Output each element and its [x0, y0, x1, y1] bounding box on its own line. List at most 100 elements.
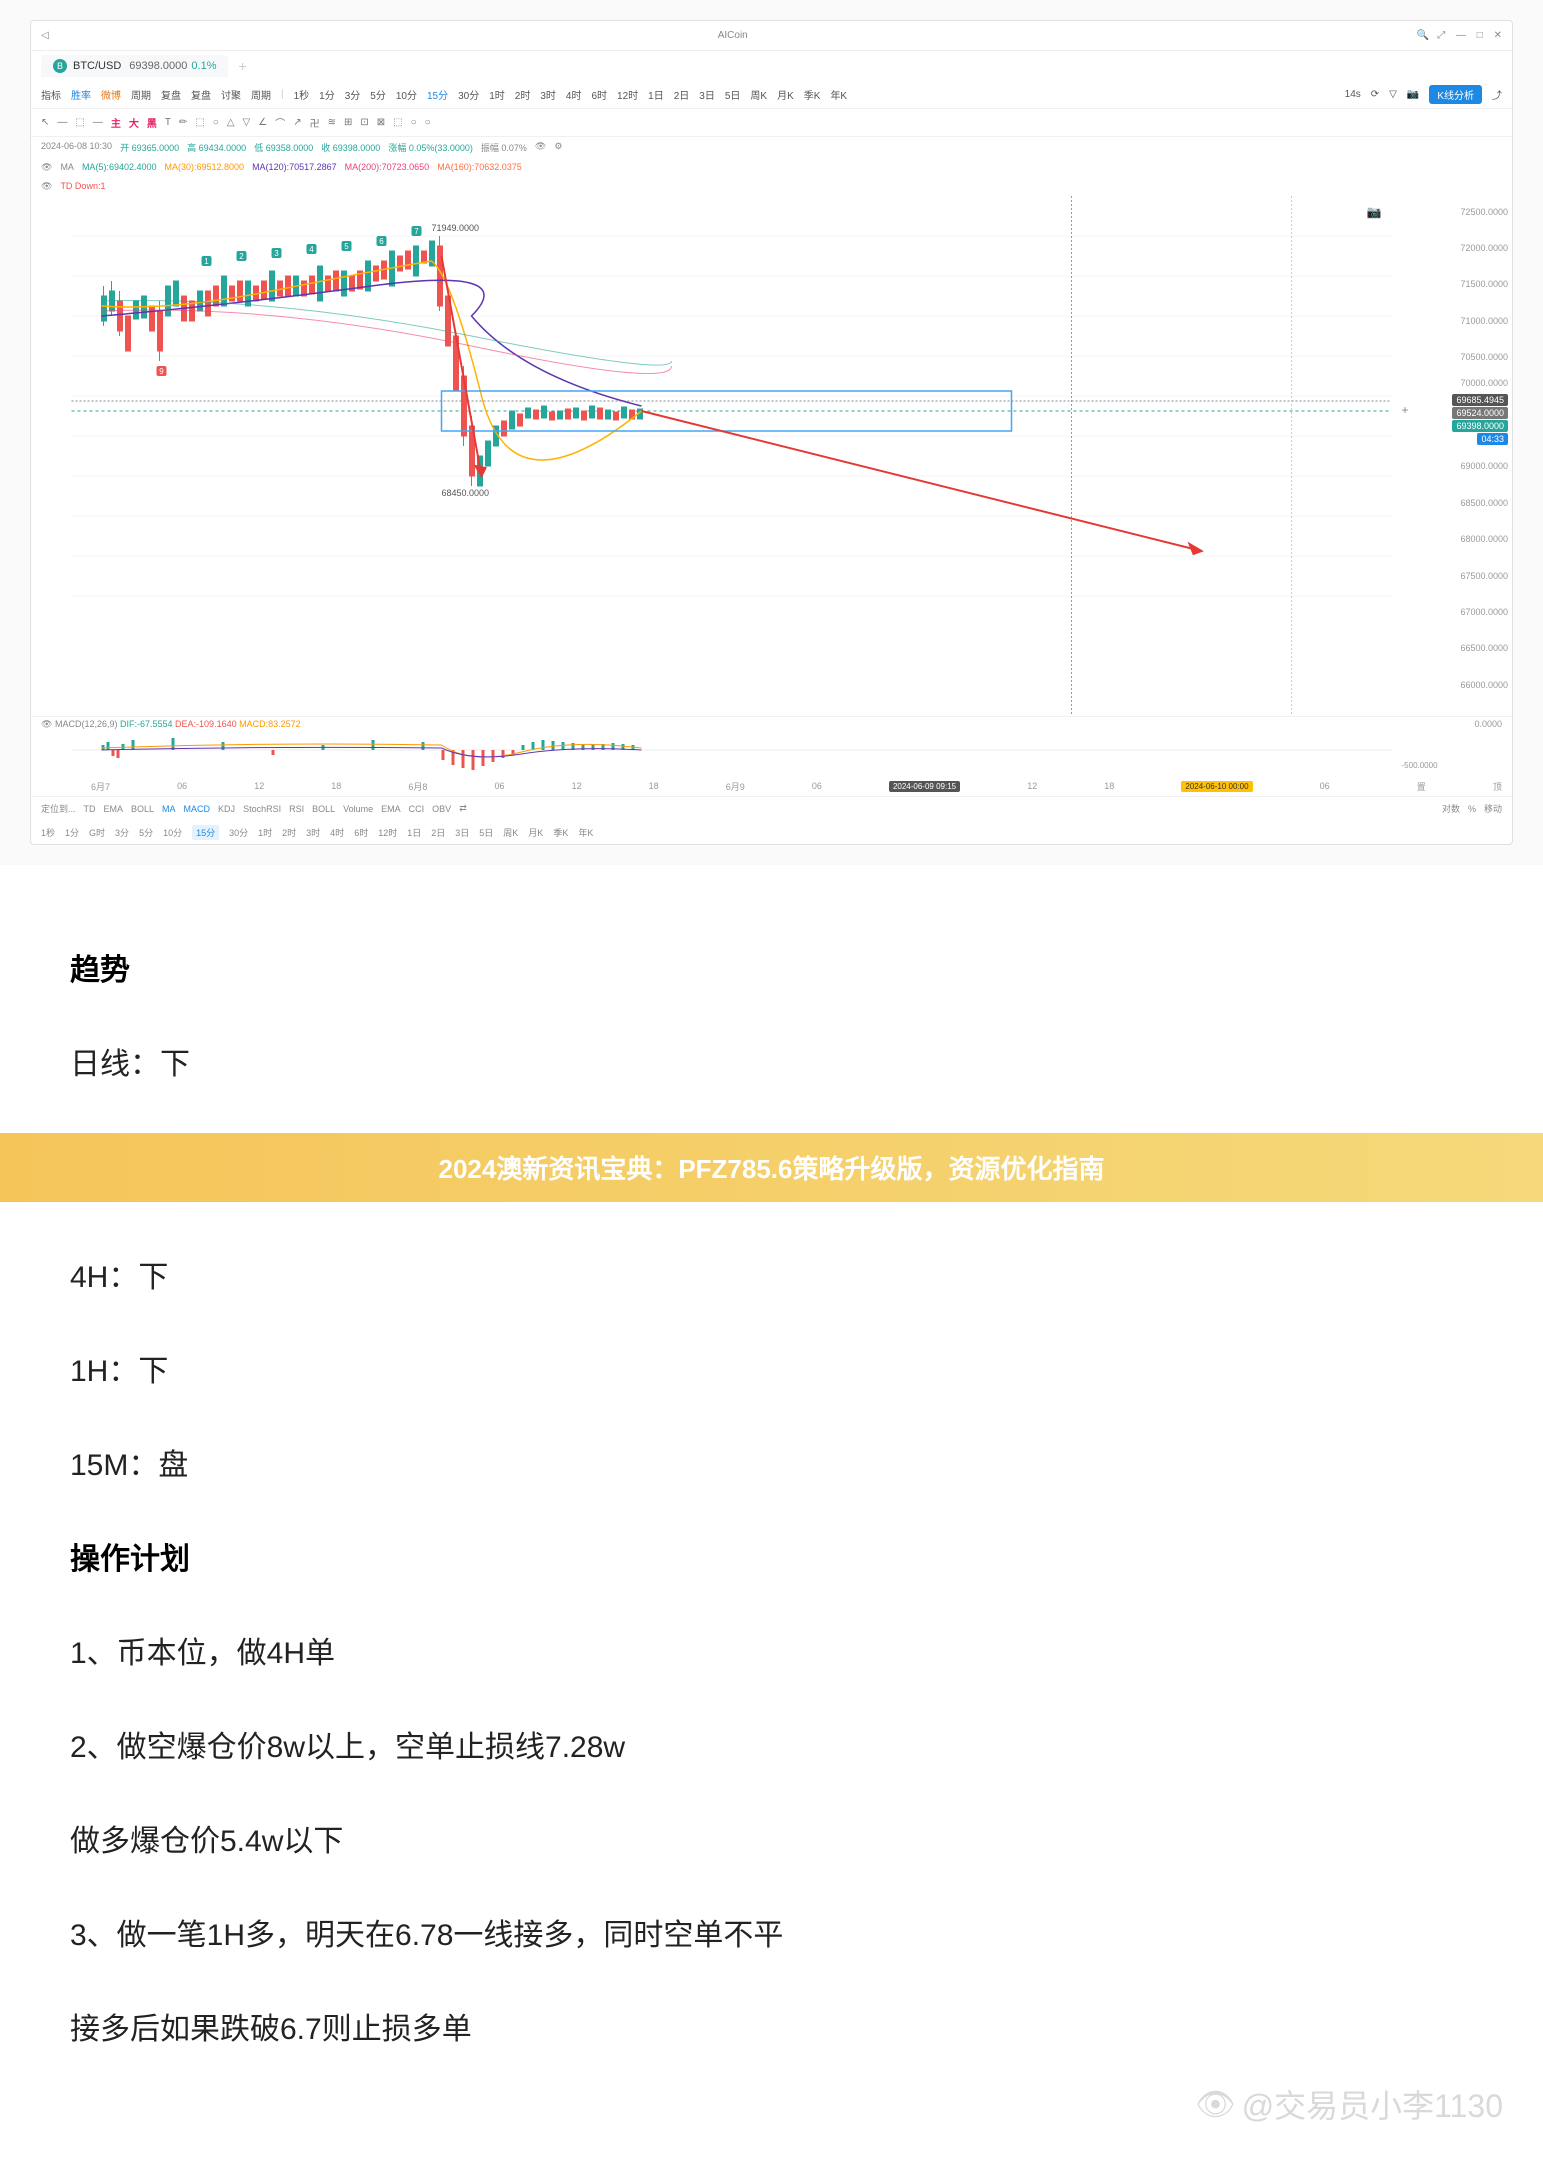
- add-tab-button[interactable]: +: [238, 58, 246, 74]
- dt-text[interactable]: T: [165, 117, 171, 128]
- tf-1d[interactable]: 1日: [648, 87, 664, 102]
- btf-12h[interactable]: 12时: [378, 826, 397, 839]
- close-icon[interactable]: ✕: [1494, 30, 1502, 41]
- btm-pct[interactable]: %: [1468, 804, 1476, 814]
- info-settings-icon[interactable]: ⚙: [554, 141, 562, 154]
- btm-log[interactable]: 对数: [1442, 802, 1460, 815]
- btf-15m[interactable]: 15分: [192, 825, 219, 840]
- ind-macd[interactable]: MACD: [184, 804, 211, 814]
- btf-4h[interactable]: 4时: [330, 826, 344, 839]
- btf-2d[interactable]: 2日: [431, 826, 445, 839]
- ind-cci[interactable]: CCI: [409, 804, 425, 814]
- macd-eye-icon[interactable]: 👁: [41, 719, 52, 729]
- dt-eraser[interactable]: ⬚: [393, 117, 402, 128]
- tf-1s[interactable]: 1秒: [294, 87, 310, 102]
- dt-arrow[interactable]: ↗: [293, 117, 301, 128]
- btf-mk[interactable]: 月K: [528, 826, 543, 839]
- expand-icon[interactable]: ⤢: [1437, 30, 1445, 41]
- tf-12h[interactable]: 12时: [617, 87, 638, 102]
- tf-1m[interactable]: 1分: [319, 87, 335, 102]
- ind-ma[interactable]: MA: [162, 804, 176, 814]
- camera-icon[interactable]: 📷: [1407, 89, 1419, 100]
- tb-winrate[interactable]: 胜率: [71, 87, 91, 102]
- dt-wave[interactable]: ≋: [328, 117, 336, 128]
- info-eye-icon[interactable]: 👁: [535, 141, 546, 154]
- promo-banner[interactable]: 2024澳新资讯宝典：PFZ785.6策略升级版，资源优化指南: [0, 1133, 1543, 1202]
- ind-boll[interactable]: BOLL: [131, 804, 154, 814]
- kline-analysis-button[interactable]: K线分析: [1429, 85, 1482, 104]
- dt-grid1[interactable]: ⊞: [344, 117, 352, 128]
- ind-obv[interactable]: OBV: [432, 804, 451, 814]
- ma-eye-icon[interactable]: 👁: [41, 162, 52, 173]
- dt-line[interactable]: —: [57, 117, 67, 128]
- btf-30m[interactable]: 30分: [229, 826, 248, 839]
- locate-button[interactable]: 定位到...: [41, 802, 76, 815]
- dt-black[interactable]: 黑: [147, 115, 157, 130]
- tf-3d[interactable]: 3日: [699, 87, 715, 102]
- tf-6h[interactable]: 6时: [591, 87, 607, 102]
- btf-3m[interactable]: 3分: [115, 826, 129, 839]
- btm-move[interactable]: 移动: [1484, 802, 1502, 815]
- dt-tri-up[interactable]: △: [227, 117, 235, 128]
- tf-3h[interactable]: 3时: [540, 87, 556, 102]
- ind-ema2[interactable]: EMA: [381, 804, 401, 814]
- symbol-tab[interactable]: B BTC/USD 69398.0000 0.1%: [41, 55, 228, 77]
- btf-10m[interactable]: 10分: [163, 826, 182, 839]
- ind-td[interactable]: TD: [84, 804, 96, 814]
- tf-30m[interactable]: 30分: [458, 87, 479, 102]
- btf-1s[interactable]: 1秒: [41, 826, 55, 839]
- btf-yk[interactable]: 年K: [578, 826, 593, 839]
- tb-replay1[interactable]: 复盘: [161, 87, 181, 102]
- tf-qk[interactable]: 季K: [804, 87, 821, 102]
- dt-undo[interactable]: ○: [411, 117, 417, 128]
- btf-3h[interactable]: 3时: [306, 826, 320, 839]
- ind-kdj[interactable]: KDJ: [218, 804, 235, 814]
- ind-srsi[interactable]: StochRSI: [243, 804, 281, 814]
- dt-fib[interactable]: 卍: [310, 115, 320, 130]
- ind-ema[interactable]: EMA: [104, 804, 124, 814]
- minimize-icon[interactable]: —: [1456, 30, 1466, 41]
- tb-indicator[interactable]: 指标: [41, 87, 61, 102]
- dt-tri-dn[interactable]: ▽: [243, 117, 251, 128]
- tlabel-pin2[interactable]: 顶: [1493, 780, 1502, 793]
- tb-chat[interactable]: 讨聚: [221, 87, 241, 102]
- tb-weibo[interactable]: 微博: [101, 87, 121, 102]
- btf-qk[interactable]: 季K: [553, 826, 568, 839]
- tb-period[interactable]: 周期: [131, 87, 151, 102]
- maximize-icon[interactable]: □: [1477, 30, 1483, 41]
- tb-period2[interactable]: 周期: [251, 87, 271, 102]
- btf-wk[interactable]: 周K: [503, 826, 518, 839]
- dt-arc[interactable]: ⌒: [275, 115, 285, 130]
- dt-pencil[interactable]: ✏: [179, 117, 187, 128]
- dt-grid3[interactable]: ⊠: [377, 117, 385, 128]
- tf-5d[interactable]: 5日: [725, 87, 741, 102]
- tb-replay2[interactable]: 复盘: [191, 87, 211, 102]
- ind-vol[interactable]: Volume: [343, 804, 373, 814]
- tf-3m[interactable]: 3分: [345, 87, 361, 102]
- btf-2h[interactable]: 2时: [282, 826, 296, 839]
- dt-big[interactable]: 大: [129, 115, 139, 130]
- ind-rsi[interactable]: RSI: [289, 804, 304, 814]
- tf-wk[interactable]: 周K: [750, 87, 767, 102]
- btf-gh[interactable]: G时: [89, 826, 105, 839]
- refresh-icon[interactable]: ⟳: [1371, 89, 1379, 100]
- dt-box[interactable]: ⬚: [195, 117, 204, 128]
- ind-boll2[interactable]: BOLL: [312, 804, 335, 814]
- dt-redo[interactable]: ○: [425, 117, 431, 128]
- tf-15m[interactable]: 15分: [427, 87, 448, 102]
- tf-10m[interactable]: 10分: [396, 87, 417, 102]
- dt-main[interactable]: 主: [111, 115, 121, 130]
- share-icon[interactable]: ⤴: [1492, 87, 1502, 102]
- dt-circle[interactable]: ○: [213, 117, 219, 128]
- tf-4h[interactable]: 4时: [566, 87, 582, 102]
- tf-2h[interactable]: 2时: [515, 87, 531, 102]
- tf-5m[interactable]: 5分: [370, 87, 386, 102]
- btf-1m[interactable]: 1分: [65, 826, 79, 839]
- btf-1h[interactable]: 1时: [258, 826, 272, 839]
- dt-rect[interactable]: ⬚: [75, 117, 84, 128]
- tlabel-pin1[interactable]: 置: [1417, 780, 1426, 793]
- tf-yk[interactable]: 年K: [830, 87, 847, 102]
- ind-more[interactable]: ⇄: [459, 803, 467, 814]
- tf-2d[interactable]: 2日: [674, 87, 690, 102]
- filter-icon[interactable]: ▽: [1389, 89, 1397, 100]
